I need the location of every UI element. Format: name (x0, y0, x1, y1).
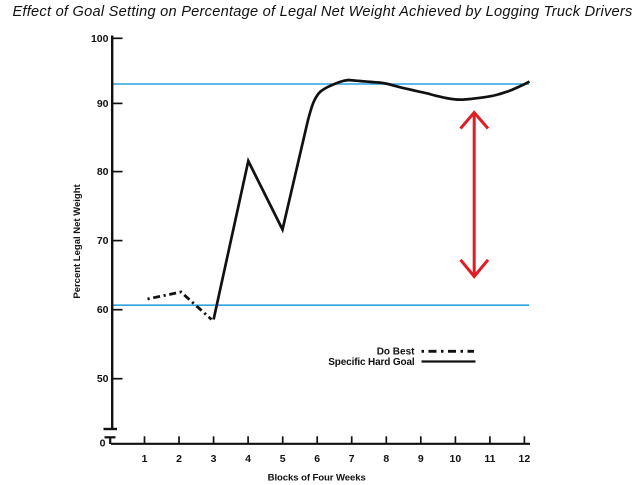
svg-text:Specific Hard Goal: Specific Hard Goal (328, 357, 415, 368)
svg-text:2: 2 (176, 453, 182, 465)
svg-text:7: 7 (349, 453, 355, 465)
svg-text:80: 80 (97, 166, 109, 178)
svg-text:8: 8 (383, 453, 389, 465)
svg-text:0: 0 (100, 438, 106, 450)
svg-text:1: 1 (142, 453, 148, 465)
svg-text:Effect of Goal Setting on Perc: Effect of Goal Setting on Percentage of … (12, 4, 632, 20)
svg-text:3: 3 (211, 453, 217, 465)
svg-text:12: 12 (519, 453, 531, 465)
svg-text:11: 11 (484, 453, 495, 465)
svg-text:Percent Legal Net Weight: Percent Legal Net Weight (72, 183, 83, 298)
svg-text:Do Best: Do Best (377, 347, 415, 358)
svg-text:50: 50 (97, 373, 109, 385)
svg-text:100: 100 (91, 33, 109, 45)
svg-text:4: 4 (245, 453, 251, 465)
svg-text:Blocks of Four Weeks: Blocks of Four Weeks (268, 473, 366, 484)
svg-text:60: 60 (97, 304, 109, 316)
svg-text:6: 6 (314, 453, 320, 465)
svg-text:10: 10 (450, 453, 462, 465)
svg-text:70: 70 (97, 235, 109, 247)
svg-text:90: 90 (97, 98, 109, 110)
svg-text:9: 9 (418, 453, 424, 465)
svg-text:5: 5 (280, 453, 286, 465)
